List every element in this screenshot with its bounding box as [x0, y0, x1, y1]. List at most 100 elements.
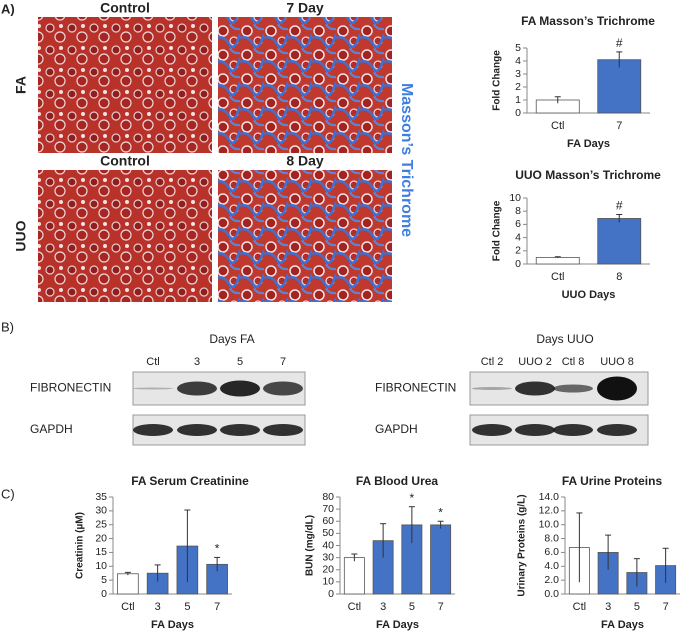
lane-label: UUO 2: [518, 356, 552, 368]
x-tick-label: 5: [634, 601, 640, 613]
blot-band: [515, 424, 555, 436]
y-axis-title: Urinary Proteins (g/L): [517, 494, 528, 596]
y-axis-title: Fold Change: [492, 200, 503, 261]
blot-title: Days FA: [209, 332, 254, 346]
y-tick-label: 4.0: [544, 560, 559, 572]
blot-band: [177, 381, 217, 396]
x-tick-label: Ctl: [573, 601, 586, 613]
blot-band: [220, 424, 260, 436]
column-label: Control: [100, 0, 150, 16]
y-tick-label: 10: [322, 576, 334, 588]
significance-mark: *: [438, 505, 443, 519]
histology-image: [38, 17, 212, 153]
x-tick-label: 7: [616, 120, 622, 132]
stain-label: Masson’s Trichrome: [398, 83, 415, 237]
blot-band: [263, 381, 303, 396]
blot-band: [220, 380, 260, 397]
bar: [117, 573, 139, 595]
y-tick-label: 35: [95, 491, 107, 503]
y-tick-label: 3: [515, 68, 521, 80]
bar: [343, 557, 365, 595]
protein-label: FIBRONECTIN: [30, 381, 111, 395]
y-axis-title: Fold Change: [492, 50, 503, 111]
y-axis-title: BUN (mg/dL): [305, 515, 316, 576]
x-tick-label: Ctl: [551, 120, 564, 132]
y-tick-label: 0.0: [544, 588, 559, 600]
lane-label: Ctl 8: [562, 356, 585, 368]
y-tick-label: 70: [322, 503, 334, 515]
lane-label: UUO 8: [600, 356, 634, 368]
blot-band: [133, 387, 173, 390]
chart-title: FA Serum Creatinine: [131, 474, 249, 488]
y-tick-label: 2.0: [544, 574, 559, 586]
x-tick-label: 3: [155, 601, 161, 613]
y-tick-label: 25: [95, 518, 107, 530]
y-tick-label: 50: [322, 527, 334, 539]
y-tick-label: 80: [322, 491, 334, 503]
x-axis-title: UUO Days: [562, 289, 616, 301]
x-tick-label: 3: [380, 601, 386, 613]
x-tick-label: Ctl: [551, 271, 564, 283]
x-tick-label: Ctl: [348, 601, 361, 613]
y-tick-label: 12.0: [539, 505, 560, 517]
blot-band: [597, 424, 637, 436]
x-tick-label: 8: [616, 271, 622, 283]
row-label: UUO: [13, 220, 29, 251]
y-tick-label: 10: [509, 192, 521, 204]
y-tick-label: 1: [515, 94, 521, 106]
y-tick-label: 0: [328, 588, 334, 600]
blot-band: [553, 384, 593, 393]
y-tick-label: 0: [515, 107, 521, 119]
blot-title: Days UUO: [536, 332, 593, 346]
protein-label: GAPDH: [375, 422, 418, 436]
chart-title: FA Urine Proteins: [562, 474, 663, 488]
x-tick-label: 7: [438, 601, 444, 613]
y-tick-label: 10.0: [539, 518, 560, 530]
histology-image: [218, 17, 392, 153]
y-tick-label: 10: [95, 560, 107, 572]
y-tick-label: 0: [101, 588, 107, 600]
blot-band: [472, 387, 512, 390]
column-label: 8 Day: [286, 153, 324, 169]
y-tick-label: 5: [515, 42, 521, 54]
y-tick-label: 0: [515, 258, 521, 270]
blot-band: [263, 424, 303, 436]
y-tick-label: 5: [101, 574, 107, 586]
chart-title: FA Blood Urea: [356, 474, 439, 488]
y-tick-label: 14.0: [539, 491, 560, 503]
blot-band: [177, 424, 217, 436]
y-tick-label: 20: [322, 564, 334, 576]
bar: [430, 524, 452, 595]
x-axis-title: FA Days: [151, 619, 194, 631]
y-tick-label: 4: [515, 55, 521, 67]
x-tick-label: 5: [184, 601, 190, 613]
y-tick-label: 4: [515, 231, 521, 243]
lane-label: 5: [237, 356, 243, 368]
significance-mark: #: [616, 36, 623, 50]
protein-label: GAPDH: [30, 422, 73, 436]
chart-title: UUO Masson’s Trichrome: [515, 168, 661, 182]
y-tick-label: 60: [322, 515, 334, 527]
significance-mark: *: [410, 491, 415, 505]
y-tick-label: 20: [95, 532, 107, 544]
column-label: Control: [100, 153, 150, 169]
panel-label: C): [1, 486, 15, 501]
column-label: 7 Day: [286, 0, 324, 16]
y-tick-label: 2: [515, 81, 521, 93]
x-axis-title: FA Days: [376, 619, 419, 631]
y-tick-label: 6: [515, 218, 521, 230]
blot-band: [515, 381, 555, 396]
protein-label: FIBRONECTIN: [375, 381, 456, 395]
lane-label: Ctl: [146, 356, 159, 368]
histology-image: [218, 170, 392, 302]
y-tick-label: 8: [515, 205, 521, 217]
y-tick-label: 40: [322, 539, 334, 551]
blot-band: [133, 424, 173, 436]
x-tick-label: Ctl: [121, 601, 134, 613]
chart-title: FA Masson’s Trichrome: [521, 14, 655, 28]
x-tick-label: 5: [409, 601, 415, 613]
y-tick-label: 8.0: [544, 532, 559, 544]
y-tick-label: 6.0: [544, 546, 559, 558]
lane-label: 3: [194, 356, 200, 368]
